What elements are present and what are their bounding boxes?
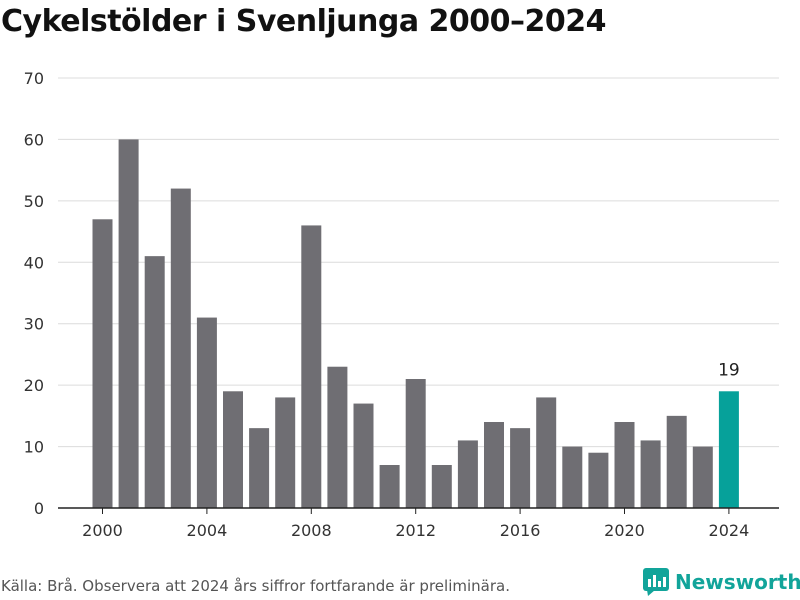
data-label: 19 (718, 360, 740, 380)
bar-2006 (249, 428, 270, 508)
bar-2019 (588, 452, 609, 508)
x-tick-label: 2000 (82, 521, 123, 540)
bar-2010 (353, 403, 374, 508)
bar-2017 (536, 397, 557, 508)
y-tick-label: 60 (24, 130, 44, 149)
y-tick-label: 70 (24, 69, 44, 88)
newsworthy-logo-icon (643, 568, 669, 596)
bar-2000 (92, 219, 113, 509)
bar-2015 (484, 422, 504, 508)
bar-2013 (431, 465, 452, 508)
bar-2001 (118, 139, 139, 508)
brand-logo[interactable]: Newsworthy (643, 568, 800, 596)
x-tick-label: 2024 (709, 521, 750, 540)
x-tick-label: 2016 (500, 521, 541, 540)
bar-2023 (692, 446, 713, 508)
y-tick-label: 20 (24, 376, 44, 395)
bar-2012 (405, 379, 426, 508)
bar-2008 (301, 225, 322, 508)
bar-2018 (562, 446, 583, 508)
bar-2011 (379, 465, 400, 508)
source-note: Källa: Brå. Observera att 2024 års siffr… (1, 577, 510, 595)
x-tick-label: 2008 (291, 521, 332, 540)
y-tick-label: 50 (24, 192, 44, 211)
y-axis-ticks: 0 10 20 30 40 50 60 70 (24, 69, 44, 518)
y-tick-label: 10 (24, 438, 44, 457)
brand-name: Newsworthy (675, 570, 800, 594)
x-tick-label: 2004 (187, 521, 228, 540)
bars (92, 139, 739, 509)
bar-2022 (666, 415, 687, 508)
bar-2009 (327, 366, 348, 508)
bar-2016 (510, 428, 531, 508)
bar-2005 (223, 391, 243, 508)
bar-2014 (457, 440, 478, 508)
data-labels: 19 (718, 360, 740, 380)
bar-2007 (275, 397, 296, 508)
chart-title: Cykelstölder i Svenljunga 2000–2024 (1, 4, 607, 39)
x-axis: 2000 2004 2008 2012 2016 2020 2024 (58, 507, 779, 540)
bar-2003 (170, 188, 191, 509)
bar-2020 (614, 422, 635, 508)
x-tick-label: 2012 (395, 521, 436, 540)
y-tick-label: 40 (24, 253, 44, 272)
bar-2004 (196, 317, 217, 508)
y-tick-label: 0 (34, 499, 44, 518)
bar-2002 (144, 256, 165, 508)
x-tick-label: 2020 (604, 521, 645, 540)
bar-2024 (718, 391, 739, 508)
bar-2021 (640, 440, 661, 508)
y-tick-label: 30 (24, 315, 44, 334)
